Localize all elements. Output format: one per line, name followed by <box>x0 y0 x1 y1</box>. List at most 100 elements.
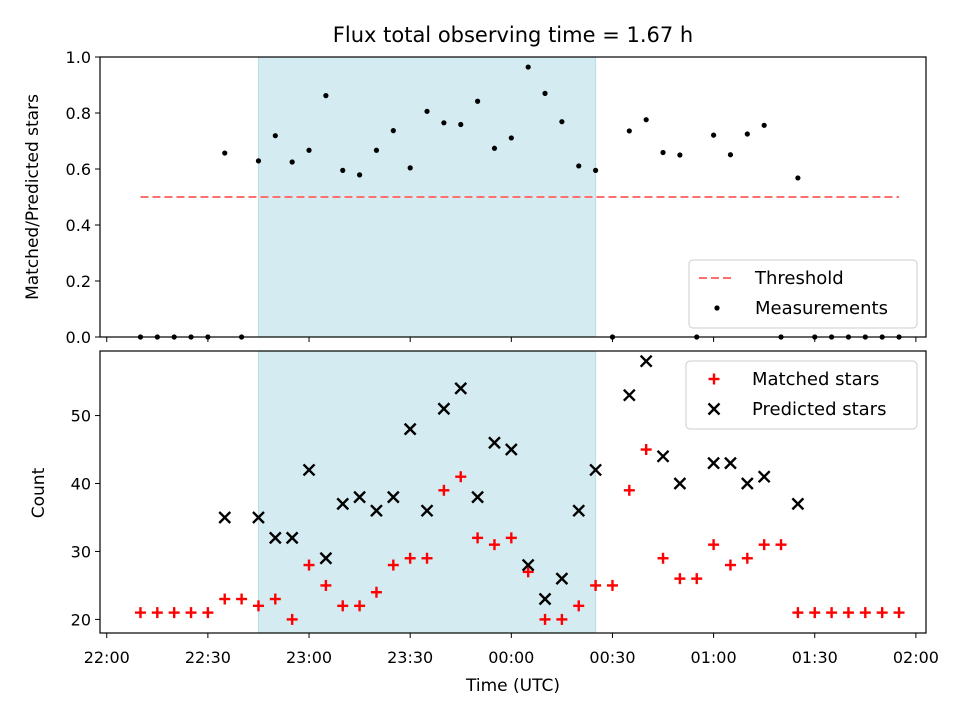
bottom-point <box>589 463 602 477</box>
bottom-point <box>606 579 618 591</box>
top-y-tick-label: 0.2 <box>66 272 91 291</box>
bottom-point <box>708 539 720 551</box>
bottom-point <box>673 477 687 490</box>
bottom-frame <box>99 350 927 634</box>
x-b <box>757 470 771 484</box>
x-b <box>420 504 434 518</box>
x-tick-label: 23:00 <box>286 648 332 667</box>
top-point <box>525 64 531 70</box>
x-b <box>656 449 670 463</box>
bottom-point <box>488 436 501 450</box>
bottom-point <box>219 593 231 605</box>
top-point <box>424 108 430 114</box>
top-point <box>491 145 498 151</box>
bottom-point <box>556 613 568 625</box>
bottom-point <box>555 572 569 585</box>
bottom-point <box>691 573 703 585</box>
bottom-point <box>252 600 264 612</box>
bottom-point <box>623 484 635 496</box>
bottom-shaded-region <box>257 350 597 634</box>
x-b <box>555 572 569 585</box>
top-point <box>441 120 447 126</box>
top-point <box>542 90 548 96</box>
top-point <box>593 167 599 173</box>
legend-label: Matched stars <box>752 369 879 390</box>
legend-swatch <box>714 305 720 311</box>
top-point <box>222 150 228 156</box>
top-point <box>744 131 750 137</box>
chart-title: Flux total observing time = 1.67 h <box>333 23 693 47</box>
x-axis-label: Time (UTC) <box>465 676 560 696</box>
bottom-point <box>151 607 163 619</box>
top-point <box>458 121 464 128</box>
bottom-y-axis-label: Count <box>29 467 49 518</box>
legend-label: Predicted stars <box>752 399 886 420</box>
legend-label: Threshold <box>754 268 844 289</box>
x-b <box>302 463 316 477</box>
bottom-point <box>859 607 871 619</box>
bottom-point <box>522 566 534 578</box>
bottom-point <box>504 443 518 456</box>
x-b <box>589 463 602 477</box>
bottom-point <box>252 511 265 524</box>
x-b <box>707 402 721 416</box>
bottom-point <box>893 607 905 619</box>
bottom-plot: 20 30 40 50 22:00 22:30 23:00 23:30 00:00 00:30 01… <box>71 350 939 667</box>
x-tick-label: 02:00 <box>893 648 939 667</box>
top-point <box>390 128 396 134</box>
bottom-point <box>286 613 298 625</box>
x-b <box>471 490 484 504</box>
bottom-point <box>724 559 736 571</box>
bottom-point <box>370 586 382 598</box>
x-b <box>740 477 754 490</box>
x-b <box>403 422 417 436</box>
top-y-tick-label: 0.8 <box>66 104 91 123</box>
bottom-point <box>438 484 450 496</box>
x-b <box>538 592 552 606</box>
top-y-axis-label: Matched/Predicted stars <box>23 94 43 300</box>
bottom-point <box>285 531 299 545</box>
x-b <box>268 531 282 545</box>
top-point <box>626 128 632 134</box>
bottom-point <box>218 511 232 524</box>
bottom-point <box>202 607 214 619</box>
bottom-point <box>454 382 468 395</box>
bottom-point <box>539 613 551 625</box>
bottom-point <box>471 490 484 504</box>
bottom-point <box>573 600 585 612</box>
legend-box <box>685 360 918 430</box>
x-b <box>336 497 350 511</box>
top-point <box>289 159 295 165</box>
bottom-point <box>386 490 400 504</box>
bottom-point <box>437 402 451 416</box>
bottom-point <box>792 607 804 619</box>
bottom-point <box>353 490 366 504</box>
bottom-point <box>876 607 888 619</box>
bottom-point <box>572 504 586 518</box>
x-tick-label: 01:30 <box>792 648 838 667</box>
top-point <box>255 158 262 164</box>
bottom-point <box>320 579 332 591</box>
bottom-point <box>302 463 316 477</box>
x-tick-label: 23:30 <box>387 648 433 667</box>
top-point <box>576 163 582 169</box>
x-b <box>504 443 518 456</box>
x-b <box>252 511 265 524</box>
legend-label: Measurements <box>755 298 888 319</box>
bottom-point <box>268 531 282 545</box>
x-b <box>285 531 299 545</box>
x-b <box>521 558 535 572</box>
legend-swatch <box>707 402 721 416</box>
top-point <box>272 133 278 139</box>
x-b <box>572 504 586 518</box>
top-point <box>643 117 649 123</box>
bottom-point <box>403 422 417 436</box>
top-point <box>727 152 734 158</box>
top-point <box>407 165 413 171</box>
x-tick-label: 00:00 <box>488 648 534 667</box>
bottom-point <box>622 388 636 402</box>
bottom-point <box>185 607 197 619</box>
bottom-point <box>590 579 602 591</box>
bottom-point <box>168 607 180 619</box>
x-tick-label: 01:00 <box>691 648 737 667</box>
